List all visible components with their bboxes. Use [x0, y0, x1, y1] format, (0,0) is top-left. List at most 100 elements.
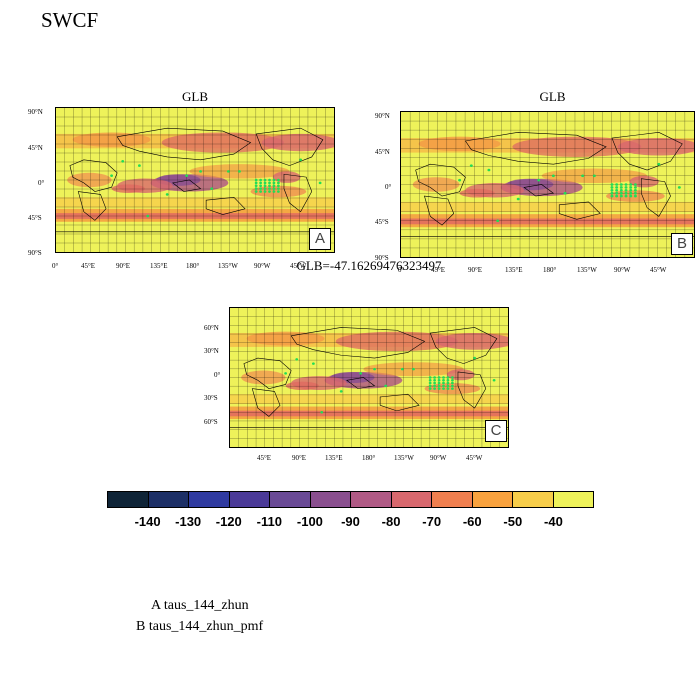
significance-dot: [437, 387, 441, 390]
significance-dot: [537, 178, 541, 182]
field-patch: [446, 369, 475, 381]
field-patch: [261, 133, 334, 152]
panel-a-x-tick: 0°: [52, 262, 59, 270]
coastline: [256, 128, 323, 165]
significance-dot: [254, 184, 258, 188]
coastline: [284, 174, 312, 211]
significance-dot: [615, 188, 619, 192]
colorbar-swatch: [148, 492, 189, 507]
coastline: [524, 185, 553, 197]
field-patch: [111, 184, 145, 193]
significance-dot: [428, 387, 432, 390]
map-canvas: [401, 112, 694, 257]
significance-dot: [610, 191, 614, 195]
significance-dot: [442, 379, 445, 382]
significance-dot: [451, 384, 454, 388]
colorbar-label: -40: [544, 514, 563, 529]
panel-c-x-tick: 45°W: [466, 454, 483, 462]
significance-dot: [277, 190, 280, 193]
panel-c-y-tick: 60°S: [204, 418, 218, 426]
panel-b-x-tick: 45°W: [650, 266, 667, 274]
significance-dot: [299, 158, 303, 162]
colorbar-label: -110: [256, 514, 282, 529]
field-patch: [335, 331, 458, 352]
significance-dot: [487, 168, 491, 172]
significance-dot: [629, 194, 633, 198]
significance-dot: [268, 187, 271, 190]
panel-c-y-tick: 30°N: [204, 347, 219, 355]
colorbar-swatch: [189, 492, 230, 507]
significance-dot: [451, 381, 454, 385]
significance-dot: [263, 190, 267, 193]
field-patch: [418, 136, 501, 152]
coastline: [206, 197, 245, 214]
significance-dot: [272, 187, 276, 190]
coastline: [559, 202, 600, 219]
colorbar-label: -100: [296, 514, 323, 529]
figure-title: SWCF: [41, 8, 99, 32]
field-patch: [629, 175, 659, 188]
significance-dot: [610, 188, 614, 192]
colorbar-swatch: [310, 492, 351, 507]
panel-a-title: GLB: [182, 89, 208, 104]
significance-dot: [563, 191, 567, 195]
significance-dot: [610, 186, 614, 189]
significance-dot: [110, 174, 113, 177]
panel-a-corner-label: A: [309, 228, 331, 250]
colorbar-label: -70: [422, 514, 442, 529]
significance-dot: [437, 379, 441, 382]
significance-dot: [339, 390, 343, 393]
significance-dot: [254, 187, 258, 190]
significance-dot: [451, 376, 454, 379]
coastline: [291, 327, 424, 358]
panel-a-x-tick: 90°W: [254, 262, 271, 270]
field-patch: [246, 331, 325, 346]
significance-dot: [624, 188, 628, 192]
significance-dot: [619, 194, 623, 198]
significance-dot: [121, 159, 125, 163]
significance-dot: [442, 387, 445, 390]
significance-dot: [619, 191, 623, 195]
significance-dot: [633, 188, 637, 192]
significance-dot: [277, 181, 280, 185]
significance-dot: [433, 379, 436, 382]
significance-dot: [473, 356, 477, 360]
significance-dot: [451, 379, 454, 382]
panel-a-y-tick: 45°S: [28, 214, 42, 222]
significance-dot: [442, 376, 445, 379]
colorbar-label: -50: [503, 514, 523, 529]
coastline: [70, 160, 117, 192]
field-patch: [272, 171, 301, 183]
coastline: [244, 358, 291, 389]
legend-line-a: A taus_144_zhun: [151, 598, 249, 613]
colorbar-swatch: [229, 492, 270, 507]
significance-dot: [433, 376, 436, 379]
coastline: [416, 164, 466, 196]
significance-dot: [272, 190, 276, 193]
significance-dot: [451, 387, 454, 390]
panel-b-x-tick: 135°W: [577, 266, 597, 274]
significance-dot: [263, 181, 267, 185]
significance-dot: [428, 381, 432, 385]
panel-b-map: [400, 111, 695, 258]
significance-dot: [272, 184, 276, 188]
significance-dot: [259, 178, 262, 182]
panel-c-title: GLB=-47.16269476323497: [296, 258, 442, 273]
map-grid: [230, 308, 508, 447]
panel-a-x-tick: 135°W: [218, 262, 238, 270]
panel-c-x-tick: 135°E: [325, 454, 343, 462]
significance-dot: [619, 183, 623, 186]
significance-dot: [263, 187, 267, 190]
panel-c-x-tick: 180°: [362, 454, 376, 462]
significance-dot: [446, 387, 450, 390]
panel-a-x-tick: 45°E: [81, 262, 96, 270]
colorbar-swatch: [270, 492, 311, 507]
significance-dot: [624, 183, 628, 186]
significance-dot: [138, 164, 141, 167]
coastline: [380, 394, 419, 411]
significance-dot: [615, 194, 619, 198]
significance-dot: [320, 410, 324, 414]
significance-dot: [318, 181, 322, 185]
significance-dot: [619, 186, 623, 189]
significance-dot: [633, 186, 637, 189]
